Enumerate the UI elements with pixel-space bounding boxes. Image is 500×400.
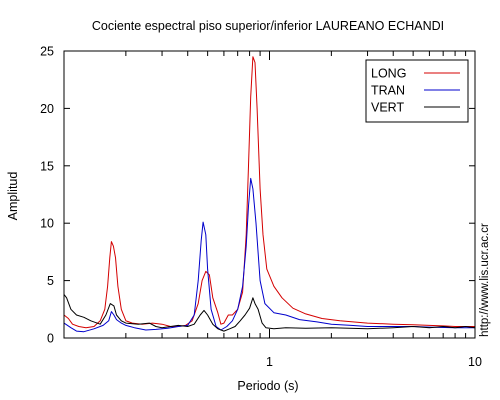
legend-label-vert: VERT: [371, 101, 404, 115]
y-tick-label: 25: [40, 45, 54, 59]
y-tick-label: 10: [40, 217, 54, 231]
y-tick-label: 15: [40, 159, 54, 173]
legend-box: [365, 59, 469, 123]
legend-label-long: LONG: [371, 67, 406, 81]
chart-title: Cociente espectral piso superior/inferio…: [92, 19, 444, 33]
series-line-long: [63, 56, 475, 329]
series-lines: [63, 56, 476, 333]
x-tick-label: 10: [468, 355, 482, 369]
axes: 0 5 10 15 20 25 1 10: [40, 45, 482, 370]
watermark-url: http://www.lis.ucr.ac.cr: [479, 223, 491, 337]
series-line-vert: [63, 294, 476, 332]
x-axis-label: Periodo (s): [237, 379, 298, 393]
y-tick-label: 20: [40, 102, 54, 116]
series-line-tran: [63, 177, 475, 333]
y-axis-label: Amplitud: [6, 172, 20, 221]
y-tick-label: 5: [47, 274, 54, 288]
y-tick-label: 0: [47, 332, 54, 346]
plot-frame: [63, 50, 476, 339]
x-tick-label: 1: [266, 355, 273, 369]
legend: LONG TRAN VERT: [365, 59, 469, 123]
legend-label-tran: TRAN: [371, 84, 405, 98]
